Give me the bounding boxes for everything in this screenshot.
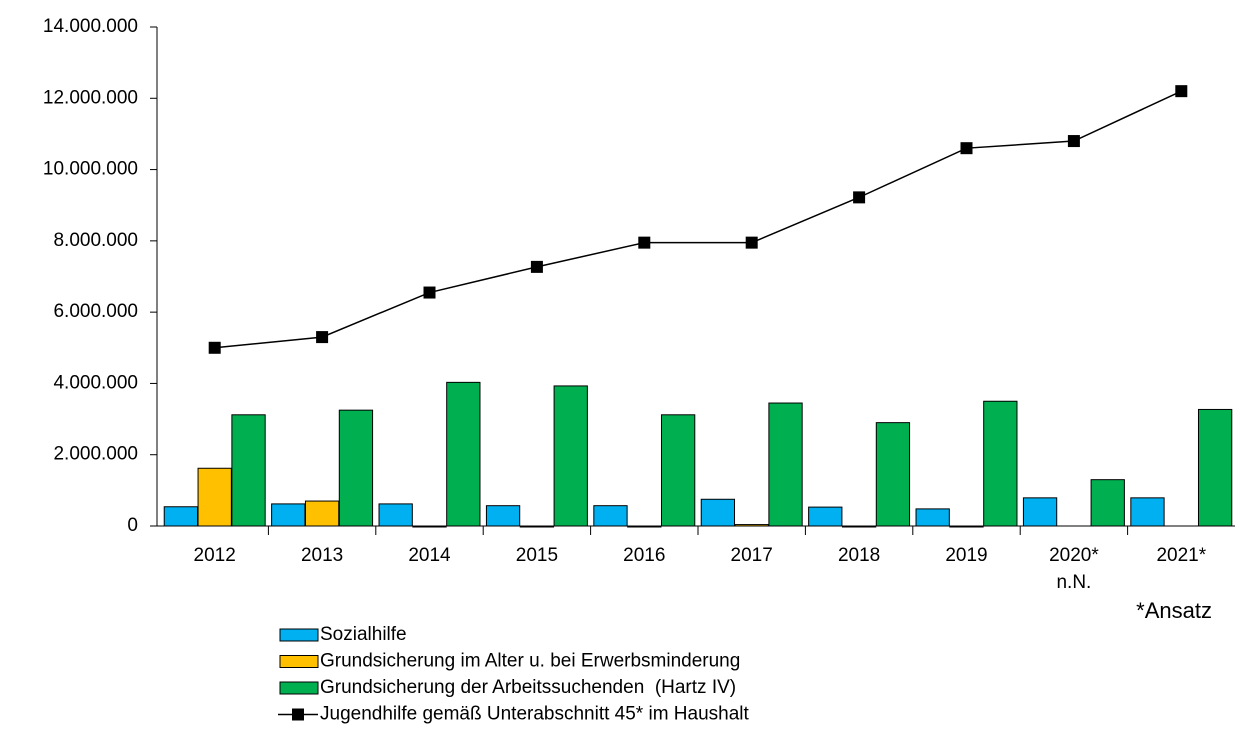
legend-label: Sozialhilfe bbox=[320, 624, 407, 645]
line-marker bbox=[530, 260, 543, 273]
y-tick-label: 8.000.000 bbox=[53, 230, 138, 251]
bar bbox=[660, 414, 696, 527]
line-marker bbox=[853, 191, 866, 204]
x-tick-label: 2018 bbox=[838, 545, 880, 566]
bar bbox=[593, 505, 628, 527]
bar bbox=[700, 498, 736, 527]
annotation: *Ansatz bbox=[1136, 598, 1212, 623]
bar bbox=[983, 400, 1018, 527]
x-tick-label: 2020* n.N. bbox=[1049, 545, 1099, 593]
bar bbox=[446, 381, 481, 527]
bar bbox=[1197, 408, 1233, 527]
x-tick-label: 2019 bbox=[945, 545, 987, 566]
legend-label: Grundsicherung der Arbeitssuchenden (Har… bbox=[320, 677, 736, 698]
legend-swatch bbox=[279, 628, 319, 642]
bar bbox=[841, 525, 877, 528]
y-tick-label: 4.000.000 bbox=[53, 372, 138, 393]
x-tick-label: 2016 bbox=[623, 545, 665, 566]
y-tick-label: 2.000.000 bbox=[53, 444, 138, 465]
bar bbox=[1022, 497, 1058, 527]
y-tick-label: 6.000.000 bbox=[53, 301, 138, 322]
line-marker bbox=[208, 341, 221, 354]
bar bbox=[485, 505, 521, 527]
bar bbox=[271, 503, 306, 527]
bar bbox=[1130, 497, 1165, 527]
bar bbox=[231, 414, 266, 527]
x-tick-label: 2017 bbox=[731, 545, 773, 566]
y-tick-label: 14.000.000 bbox=[43, 16, 138, 37]
x-tick-label: 2014 bbox=[408, 545, 451, 566]
line-marker bbox=[1175, 85, 1188, 98]
bar bbox=[949, 525, 984, 528]
bar bbox=[734, 524, 769, 527]
x-tick-label: 2015 bbox=[516, 545, 558, 566]
line-marker bbox=[1067, 135, 1080, 148]
line-marker bbox=[316, 331, 329, 344]
legend-label: Grundsicherung im Alter u. bei Erwerbsmi… bbox=[320, 651, 740, 672]
y-tick-label: 0 bbox=[127, 515, 138, 536]
legend-swatch bbox=[279, 655, 319, 668]
line-marker bbox=[638, 236, 651, 249]
legend-swatch bbox=[279, 681, 319, 695]
legend-label: Jugendhilfe gemäß Unterabschnitt 45* im … bbox=[320, 704, 750, 725]
legend-swatch bbox=[292, 708, 304, 721]
bar bbox=[875, 422, 911, 527]
line-marker bbox=[960, 142, 973, 155]
bar bbox=[304, 500, 340, 527]
bar bbox=[808, 506, 843, 527]
line-marker bbox=[745, 236, 758, 249]
y-tick-label: 10.000.000 bbox=[43, 159, 138, 180]
x-tick-label: 2021* bbox=[1156, 545, 1206, 566]
bar bbox=[163, 506, 199, 527]
y-tick-label: 12.000.000 bbox=[43, 87, 138, 108]
bar bbox=[338, 409, 374, 527]
bar bbox=[519, 525, 555, 528]
bar bbox=[915, 508, 950, 527]
bar bbox=[378, 503, 413, 527]
x-tick-label: 2012 bbox=[194, 545, 236, 566]
bar bbox=[1090, 479, 1125, 527]
bar bbox=[197, 467, 232, 527]
x-tick-label: 2013 bbox=[301, 545, 343, 566]
bar bbox=[627, 525, 662, 528]
bar bbox=[412, 525, 447, 528]
bar bbox=[768, 402, 803, 527]
line-marker bbox=[423, 286, 436, 299]
line bbox=[214, 90, 1182, 349]
bar bbox=[553, 385, 588, 527]
